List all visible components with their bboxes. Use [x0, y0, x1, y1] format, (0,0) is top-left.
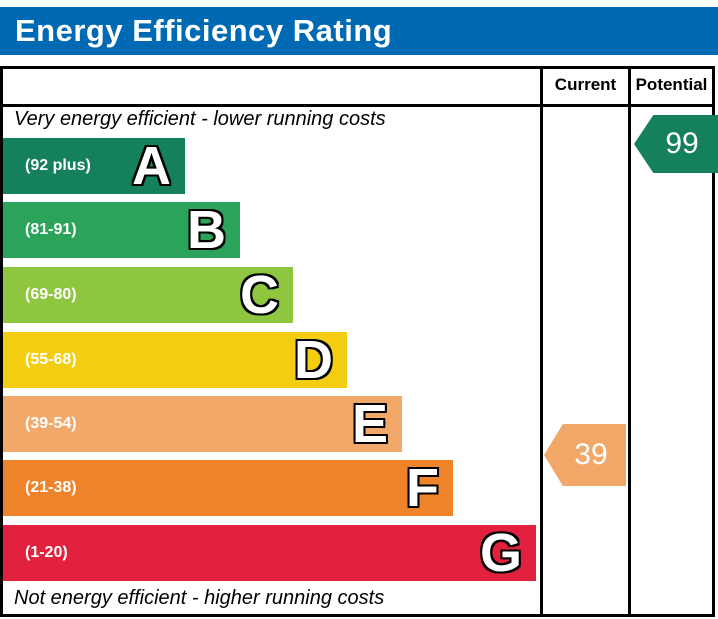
band-d: (55-68) D	[3, 332, 347, 388]
column-header-current: Current	[554, 75, 617, 94]
header-divider-line	[0, 104, 715, 107]
band-c-letter: C	[240, 265, 279, 325]
band-f: (21-38) F	[3, 460, 453, 516]
band-b: (81-91) B	[3, 202, 240, 258]
title-bar: Energy Efficiency Rating	[0, 7, 718, 55]
potential-rating-arrow: 99	[634, 115, 718, 173]
band-e: (39-54) E	[3, 396, 402, 452]
top-note: Very energy efficient - lower running co…	[14, 108, 386, 130]
band-c-range: (69-80)	[25, 286, 77, 303]
band-b-letter: B	[187, 200, 226, 260]
potential-rating-value: 99	[665, 127, 699, 160]
band-a-letter: A	[132, 136, 171, 196]
band-g-range: (1-20)	[25, 544, 68, 561]
column-divider-potential	[628, 66, 631, 617]
column-header-potential: Potential	[635, 75, 708, 94]
page-title: Energy Efficiency Rating	[15, 13, 393, 48]
band-g: (1-20) G	[3, 525, 536, 581]
bottom-note: Not energy efficient - higher running co…	[14, 587, 385, 609]
band-e-letter: E	[351, 394, 388, 454]
band-d-range: (55-68)	[25, 351, 77, 368]
band-d-letter: D	[294, 330, 333, 390]
band-a: (92 plus) A	[3, 138, 185, 194]
band-c: (69-80) C	[3, 267, 293, 323]
column-divider-current	[540, 66, 543, 617]
band-f-letter: F	[406, 458, 439, 518]
current-rating-value: 39	[574, 438, 608, 471]
band-f-range: (21-38)	[25, 479, 77, 496]
current-rating-arrow: 39	[544, 424, 626, 486]
band-b-range: (81-91)	[25, 221, 77, 238]
band-e-range: (39-54)	[25, 415, 77, 432]
band-g-letter: G	[479, 523, 522, 583]
band-a-range: (92 plus)	[25, 157, 91, 174]
